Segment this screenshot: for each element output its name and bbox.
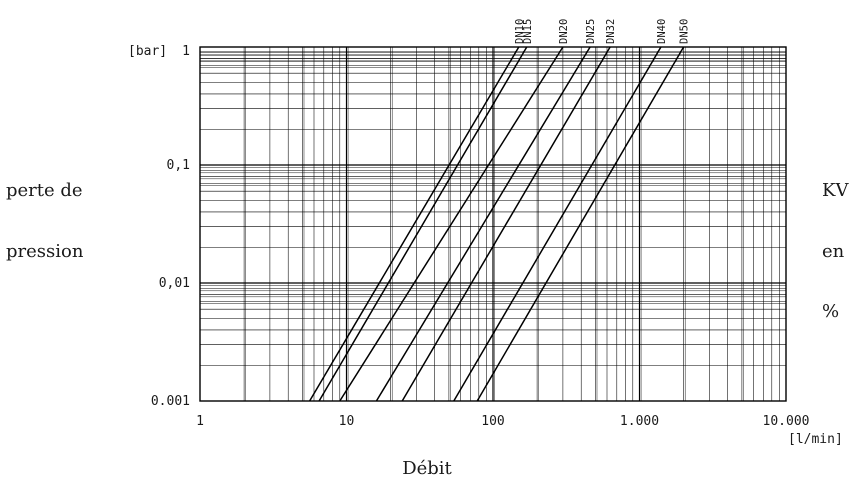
x-tick-label: 1 (196, 414, 204, 429)
series-line-dn50 (476, 46, 685, 402)
series-line-dn20 (339, 46, 564, 402)
x-tick-label: 100 (481, 414, 504, 429)
series-line-dn32 (401, 46, 611, 402)
tick-labels: 1 10 100 1.000 10.000 0.001 0,01 0,1 1 (151, 44, 810, 429)
y-axis-label-line2: pression (6, 241, 84, 262)
x-unit-label: [l/min] (788, 432, 843, 447)
series-line-dn10 (308, 46, 520, 402)
y-tick-label: 0.001 (151, 394, 190, 409)
y-tick-label: 0,01 (159, 276, 190, 291)
right-axis-label-line3: % (822, 301, 839, 322)
grid (200, 47, 786, 401)
plot-frame (199, 46, 787, 402)
series-lines (308, 46, 685, 402)
right-axis-label-line1: KV (822, 180, 849, 201)
x-tick-label: 10.000 (763, 414, 810, 429)
series-line-dn40 (453, 46, 662, 402)
y-unit-label: [bar] (128, 44, 167, 59)
series-line-dn15 (318, 46, 528, 402)
series-label-dn40: DN40 (656, 19, 668, 44)
x-tick-label: 10 (339, 414, 355, 429)
series-label-dn32: DN32 (605, 19, 617, 44)
y-tick-label: 0,1 (167, 158, 190, 173)
x-tick-label: 1.000 (620, 414, 659, 429)
series-label-dn15: DN15 (522, 19, 534, 44)
right-axis-label-line2: en (822, 241, 845, 262)
series-label-dn50: DN50 (679, 19, 691, 44)
series-label-dn20: DN20 (558, 19, 570, 44)
series-line-dn25 (375, 46, 591, 402)
y-tick-label: 1 (182, 44, 190, 59)
series-label-dn10: DN10 (514, 19, 526, 44)
y-axis-label-line1: perte de (6, 180, 83, 201)
series-label-dn25: DN25 (585, 19, 597, 44)
x-axis-label: Débit (402, 458, 452, 479)
